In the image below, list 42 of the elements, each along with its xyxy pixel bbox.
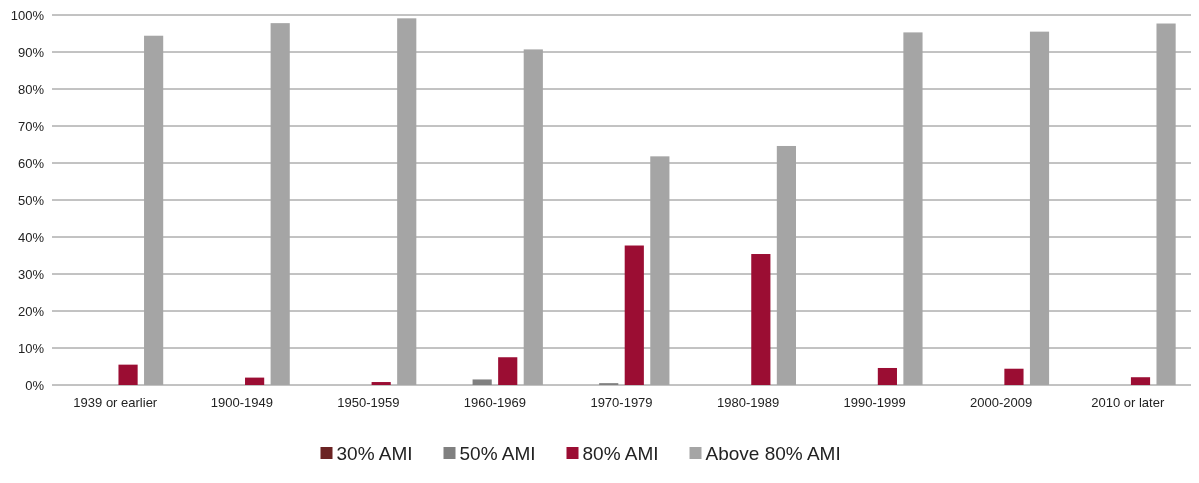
bar — [1130, 377, 1151, 385]
bar — [270, 23, 290, 385]
legend-label: Above 80% AMI — [705, 442, 841, 464]
legend-label: 30% AMI — [336, 442, 413, 464]
legend-label: 50% AMI — [459, 442, 536, 464]
x-tick-label: 2010 or later — [1091, 395, 1165, 410]
bar — [144, 35, 164, 385]
bar — [245, 377, 265, 385]
y-tick-label: 30% — [17, 266, 45, 282]
bar — [1156, 23, 1176, 385]
bar — [751, 254, 771, 385]
bar — [776, 145, 796, 385]
y-tick-label: 80% — [17, 81, 45, 97]
bar — [118, 364, 138, 385]
x-tick-label: 1900-1949 — [210, 395, 273, 410]
bar — [624, 245, 644, 385]
y-tick-label: 60% — [17, 155, 45, 171]
x-tick-label: 1950-1959 — [337, 395, 400, 410]
bar — [1004, 368, 1024, 385]
bar — [903, 32, 923, 385]
x-tick-label: 1939 or earlier — [73, 395, 158, 410]
y-tick-label: 100% — [10, 7, 45, 23]
y-tick-label: 40% — [17, 229, 45, 245]
x-tick-label: 1960-1969 — [463, 395, 527, 410]
y-tick-label: 90% — [17, 44, 45, 60]
y-tick-label: 50% — [17, 192, 45, 208]
bar — [498, 357, 518, 385]
y-tick-label: 0% — [25, 377, 45, 393]
bar — [1029, 31, 1050, 385]
bar — [523, 49, 543, 385]
y-tick-label: 70% — [17, 118, 45, 134]
y-tick-label: 10% — [17, 340, 45, 356]
x-tick-label: 1980-1989 — [716, 395, 780, 410]
x-tick-label: 1970-1979 — [590, 395, 653, 410]
bar — [371, 382, 391, 385]
bar — [397, 18, 417, 385]
x-tick-label: 2000-2009 — [970, 395, 1033, 410]
y-tick-label: 20% — [17, 303, 45, 319]
bar — [877, 367, 897, 385]
legend-label: 80% AMI — [582, 442, 659, 464]
bar — [650, 156, 670, 385]
x-tick-label: 1990-1999 — [843, 395, 906, 410]
